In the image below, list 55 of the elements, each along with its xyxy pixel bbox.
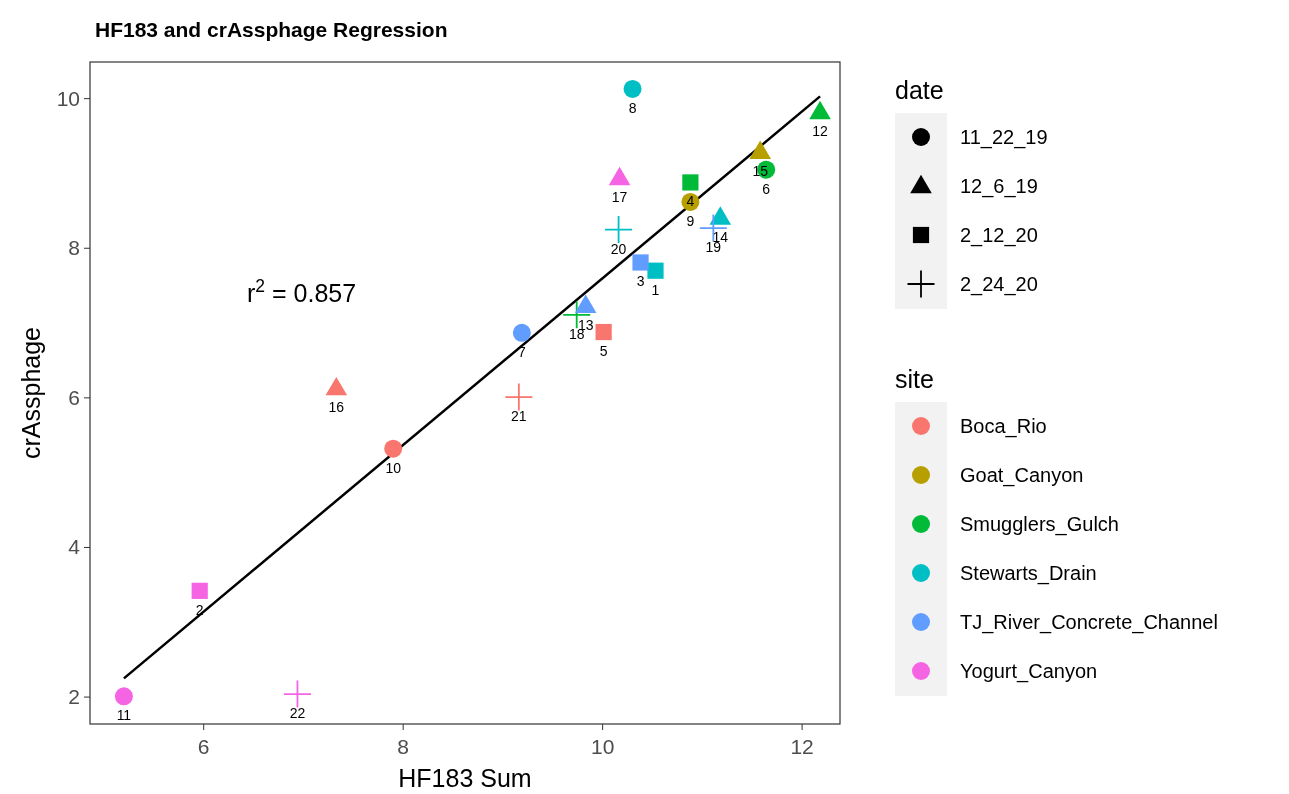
legend-label: Stewarts_Drain xyxy=(960,562,1097,585)
point xyxy=(512,323,531,342)
text: 2_24_20 xyxy=(960,273,1038,296)
text: 11_22_19 xyxy=(960,126,1048,149)
annotation: 6 xyxy=(762,180,771,197)
point xyxy=(809,100,831,120)
annotation: 8 xyxy=(628,99,637,116)
point xyxy=(325,376,348,396)
point xyxy=(595,323,612,341)
text: 2_12_20 xyxy=(960,224,1038,247)
y-tick-label: 6 xyxy=(68,385,80,409)
x-tick-label: 12 xyxy=(790,735,814,758)
annotation: 3 xyxy=(636,273,645,290)
annotation: 10 xyxy=(385,459,402,476)
annotation: 20 xyxy=(610,240,627,257)
text: date xyxy=(895,76,944,104)
x-axis-title: HF183 Sum xyxy=(398,764,532,792)
annotation: 11 xyxy=(116,707,132,724)
point xyxy=(505,383,533,411)
legend-label: Smugglers_Gulch xyxy=(960,513,1119,536)
legend-label: Boca_Rio xyxy=(960,415,1047,438)
annotation: 9 xyxy=(686,212,695,229)
y-tick-label: 2 xyxy=(68,685,80,709)
annotation: 4 xyxy=(686,193,695,210)
annotation: 16 xyxy=(328,399,345,416)
annotation: 5 xyxy=(599,343,608,360)
annotation: 21 xyxy=(511,408,527,425)
point xyxy=(608,166,631,186)
text: 12_6_19 xyxy=(960,175,1038,198)
legend-label: Goat_Canyon xyxy=(960,464,1084,487)
point xyxy=(384,439,403,458)
y-tick-label: 8 xyxy=(68,236,80,260)
point xyxy=(647,262,664,279)
x-tick-label: 10 xyxy=(590,735,615,758)
legend-label: Yogurt_Canyon xyxy=(960,660,1098,683)
legend-label: TJ_River_Concrete_Channel xyxy=(960,611,1218,634)
x-tick-label: 6 xyxy=(197,735,210,758)
point xyxy=(632,254,649,271)
point xyxy=(682,174,699,191)
annotation: r$^{2}$ = 0.857 xyxy=(247,276,357,307)
point xyxy=(623,79,642,98)
annotation: 12 xyxy=(812,123,829,140)
annotation: 22 xyxy=(289,705,306,722)
point xyxy=(191,582,208,599)
point xyxy=(709,206,732,225)
point xyxy=(114,687,133,706)
annotation: 1 xyxy=(651,281,660,298)
x-tick-label: 8 xyxy=(397,735,410,758)
legend-title: site xyxy=(895,365,934,393)
y-axis-title: crAssphage xyxy=(17,326,45,460)
chart-title: HF183 and crAssphage Regression xyxy=(95,18,448,41)
annotation: 17 xyxy=(611,188,628,205)
y-tick-label: 4 xyxy=(68,535,81,559)
y-tick-label: 10 xyxy=(56,86,80,110)
point xyxy=(749,140,772,159)
